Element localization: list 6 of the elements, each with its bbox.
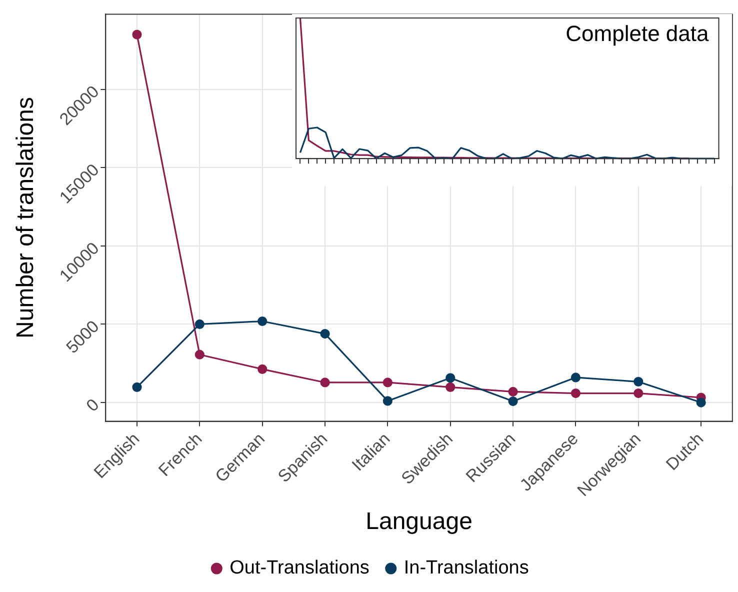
x-axis-title: Language <box>366 508 472 536</box>
chart-title: Complete data <box>566 21 710 46</box>
legend-label: Out-Translations <box>230 558 370 579</box>
y-axis-title: Number of translations <box>12 97 40 338</box>
y-tick-label: 0 <box>82 395 103 416</box>
legend-label: In-Translations <box>404 558 529 579</box>
